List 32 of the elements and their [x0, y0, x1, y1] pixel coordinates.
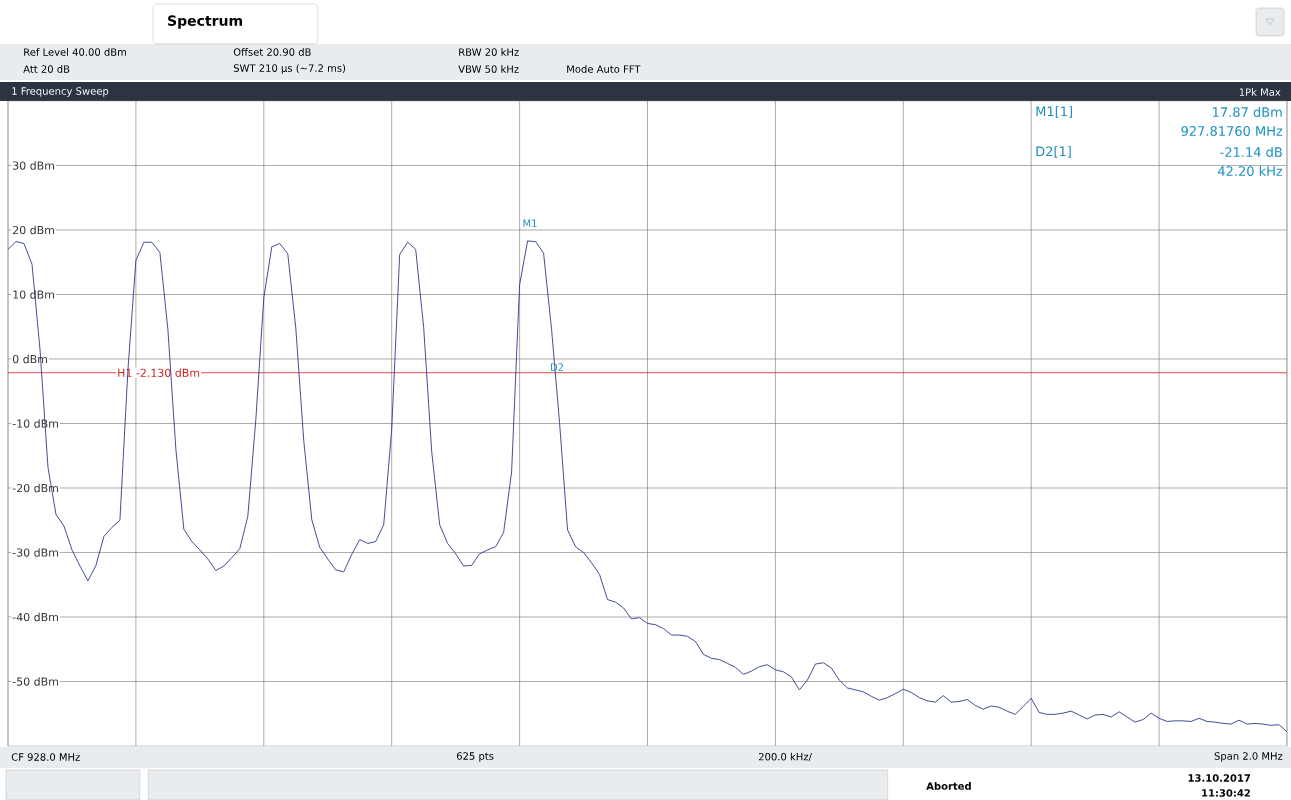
text: Span 2.0 MHz	[1214, 752, 1283, 762]
text: 625 pts	[456, 752, 494, 762]
annotation: M1[1]	[1036, 106, 1072, 118]
text: 1Pk Max	[1239, 88, 1281, 96]
y-tick-label: -50 dBm	[12, 677, 58, 686]
text: CF 928.0 MHz	[11, 753, 80, 761]
annotation: 927.81760 MHz	[1181, 126, 1283, 136]
y-tick-label: -30 dBm	[12, 548, 58, 557]
text: 1 Frequency Sweep	[12, 87, 109, 97]
annotation: M1	[523, 219, 537, 227]
annotation: D2	[550, 363, 564, 371]
text: Aborted	[926, 782, 971, 790]
text: SWT 210 µs (~7.2 ms)	[233, 64, 346, 74]
annotation: D2[1]	[1036, 146, 1071, 158]
annotation: -21.14 dB	[1220, 146, 1282, 158]
y-tick-label: -40 dBm	[12, 612, 58, 622]
chart-title: Spectrum	[168, 15, 242, 29]
y-tick-label: 30 dBm	[13, 161, 54, 170]
text: Offset 20.90 dB	[233, 48, 311, 56]
text: Ref Level 40.00 dBm	[24, 48, 127, 56]
text: 13.10.2017	[1188, 774, 1251, 782]
text: VBW 50 kHz	[458, 65, 519, 73]
text: RBW 20 kHz	[459, 48, 519, 56]
text: Att 20 dB	[23, 65, 70, 73]
text: 11:30:42	[1202, 789, 1250, 797]
text: Mode Auto FFT	[567, 65, 641, 73]
y-tick-label: -10 dBm	[12, 419, 58, 428]
annotation: 42.20 kHz	[1217, 165, 1283, 177]
text: 200.0 kHz/	[758, 752, 812, 762]
y-tick-label: 10 dBm	[13, 290, 54, 299]
annotation: 17.87 dBm	[1213, 106, 1282, 118]
y-tick-label: 20 dBm	[13, 225, 54, 235]
